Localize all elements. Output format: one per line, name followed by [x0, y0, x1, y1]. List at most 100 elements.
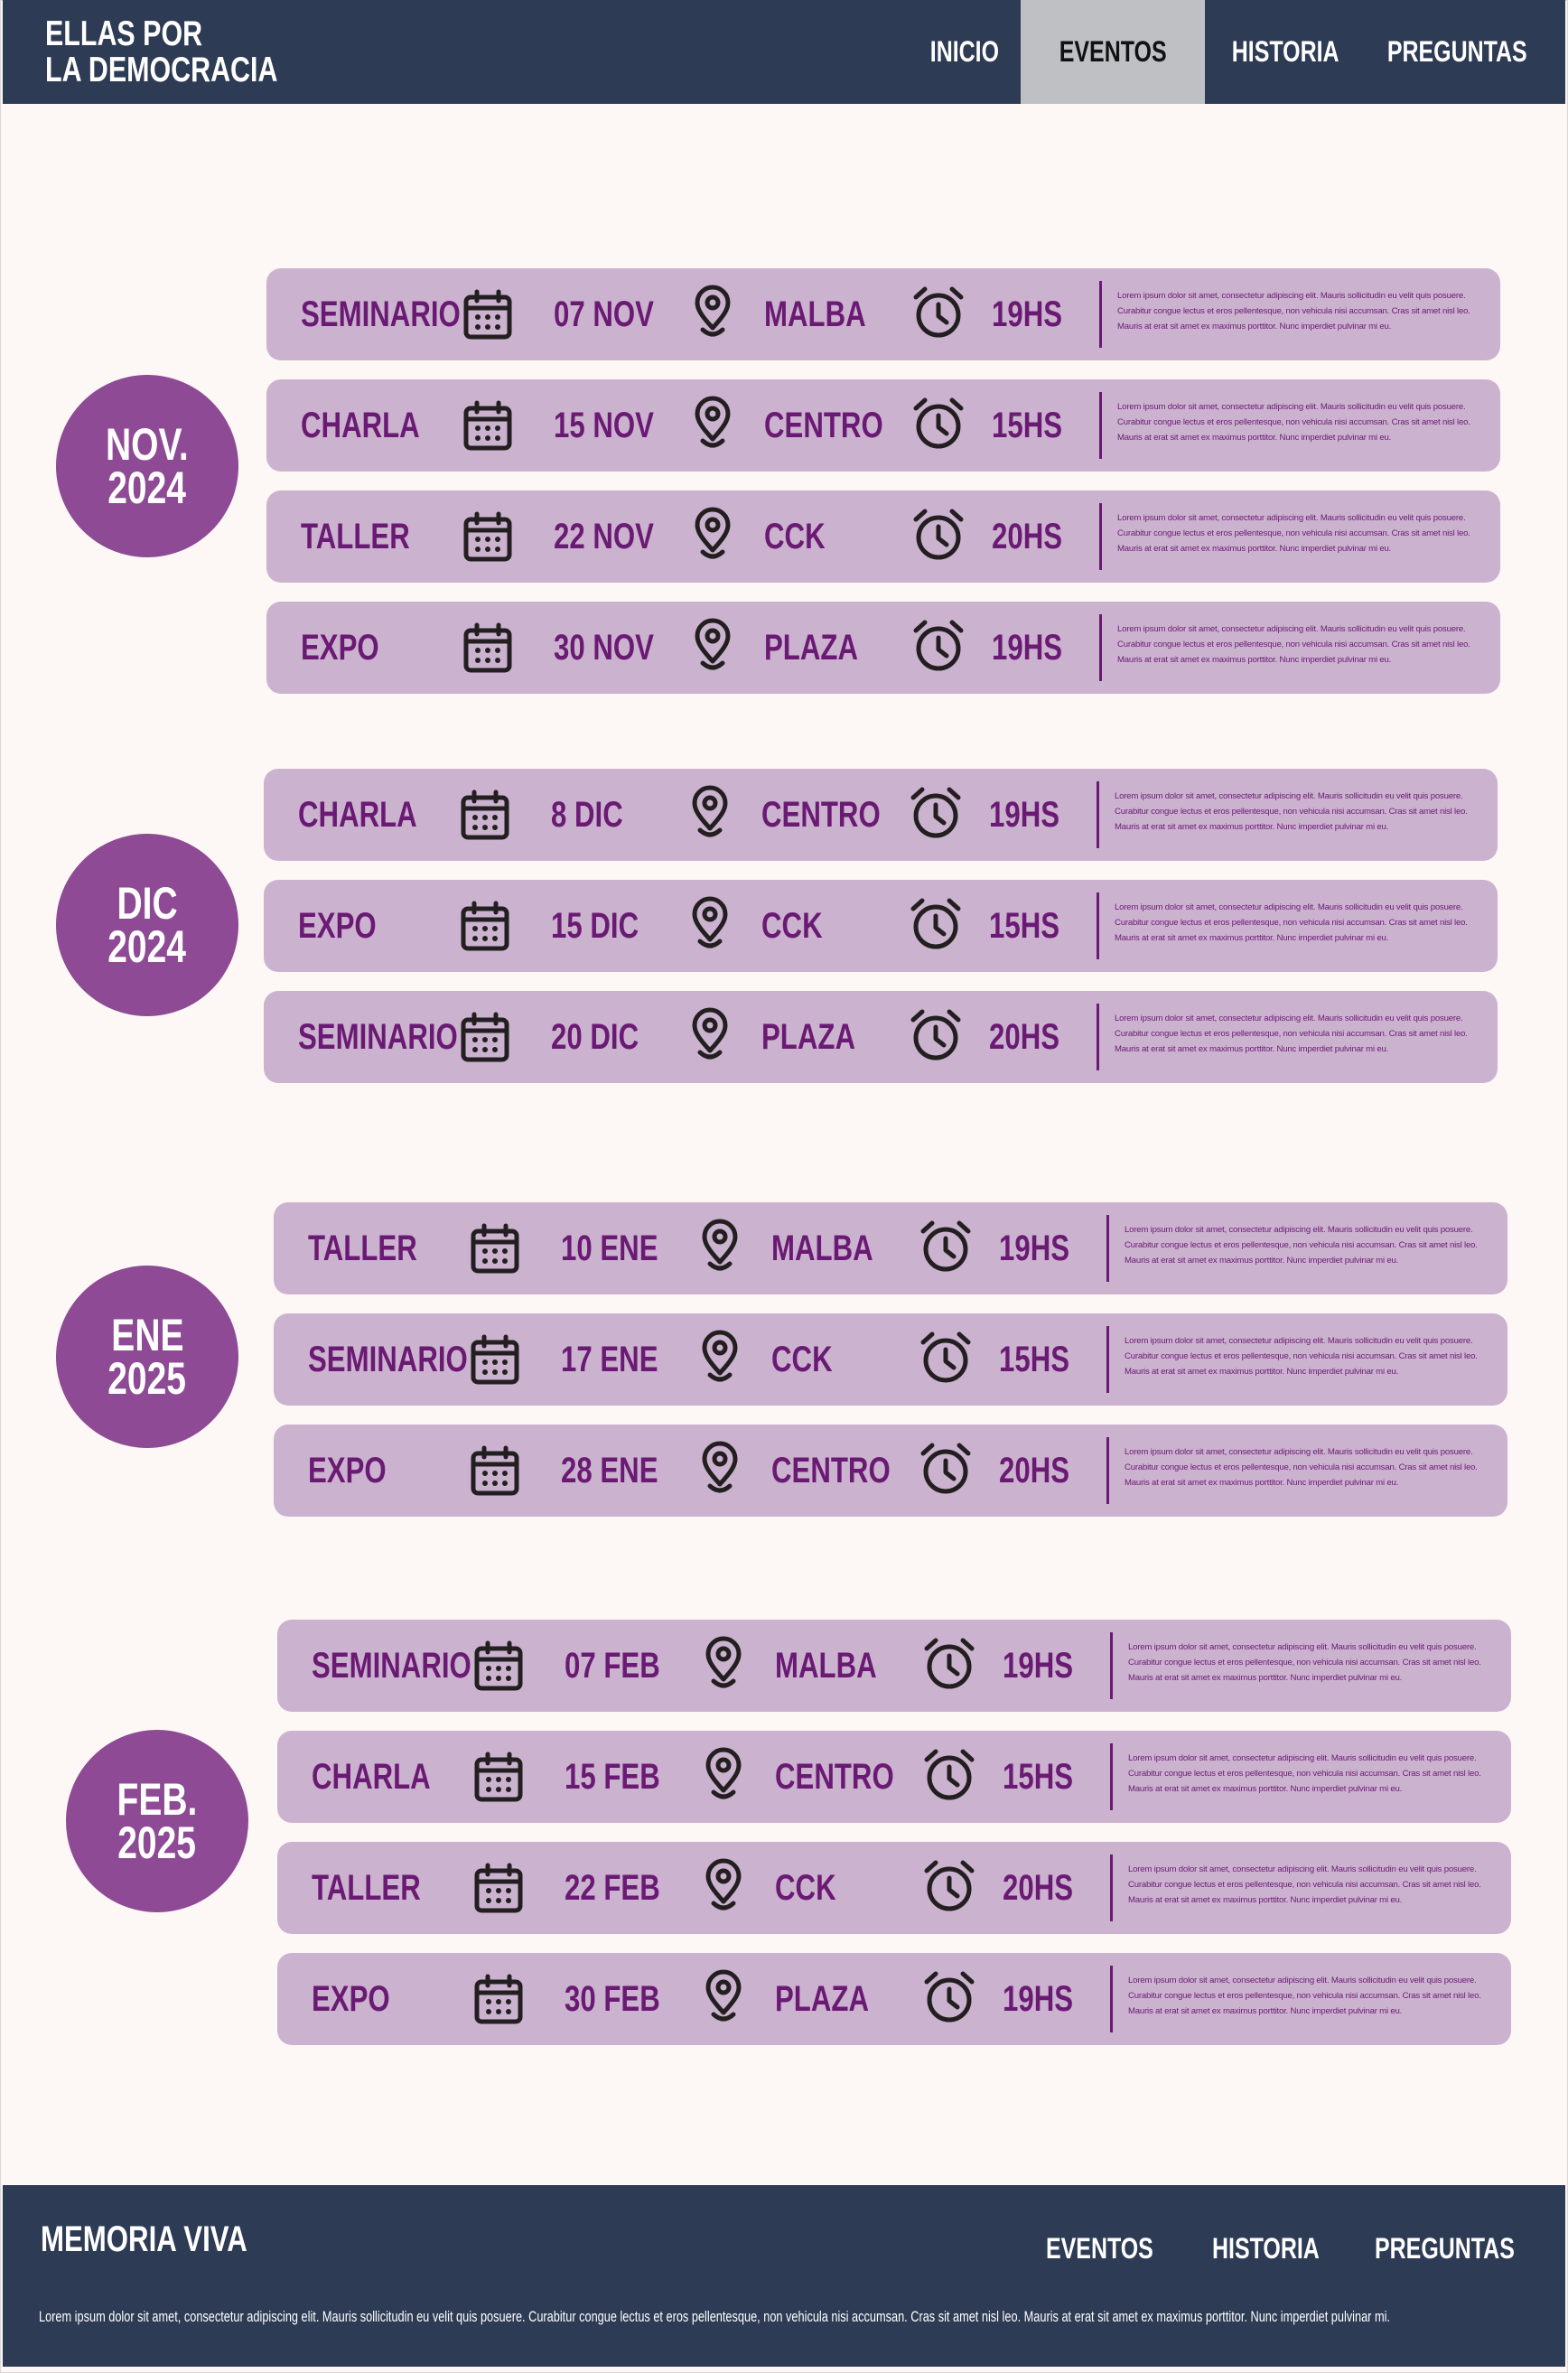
event-place-text: CENTRO	[761, 795, 881, 835]
event-date: 30 NOV	[554, 602, 682, 694]
event-type: EXPO	[298, 880, 398, 972]
event-time-text: 19HS	[999, 1229, 1070, 1268]
event-date: 20 DIC	[551, 991, 664, 1083]
month-badge: ENE 2025	[56, 1266, 238, 1448]
event-row: CHARLA 15 NOV CENTRO 15HS Lorem ipsum dolor …	[266, 379, 1500, 472]
clock-icon	[910, 1009, 961, 1060]
event-row: TALLER 22 FEB CCK 20HS Lorem ipsum dolor sit…	[277, 1842, 1511, 1934]
nav-link[interactable]: HISTORIA	[1213, 0, 1358, 104]
event-type: TALLER	[312, 1842, 452, 1934]
calendar-icon	[471, 1445, 519, 1496]
event-place: CCK	[764, 490, 843, 583]
event-place-text: CCK	[761, 906, 823, 946]
footer-link[interactable]: HISTORIA	[1212, 2232, 1349, 2266]
footer-title: MEMORIA VIVA	[41, 2219, 305, 2260]
event-date: 07 NOV	[554, 268, 682, 360]
event-time-text: 15HS	[1003, 1757, 1074, 1797]
event-description: Lorem ipsum dolor sit amet, consectetur …	[1128, 1864, 1481, 1905]
badge-year: 2024	[107, 462, 187, 513]
event-place: MALBA	[775, 1620, 905, 1712]
calendar-icon	[463, 622, 512, 673]
event-time-text: 19HS	[1003, 1979, 1074, 2019]
event-row: EXPO 15 DIC CCK 15HS Lorem ipsum dolor sit a…	[264, 880, 1498, 972]
event-date: 15 FEB	[565, 1731, 687, 1823]
event-time-text: 19HS	[992, 294, 1063, 334]
clock-icon	[924, 1749, 975, 1800]
event-date: 22 NOV	[554, 490, 682, 583]
location-icon	[695, 285, 731, 337]
event-description: Lorem ipsum dolor sit amet, consectetur …	[1125, 1336, 1478, 1377]
event-time: 20HS	[989, 991, 1079, 1083]
location-icon	[695, 507, 731, 559]
event-time: 19HS	[992, 602, 1082, 694]
event-date-text: 20 DIC	[551, 1017, 639, 1057]
event-time: 19HS	[989, 769, 1079, 861]
location-icon	[692, 785, 728, 837]
event-date: 10 ENE	[561, 1202, 686, 1294]
event-description: Lorem ipsum dolor sit amet, consectetur …	[1128, 1642, 1481, 1683]
calendar-icon	[471, 1334, 519, 1385]
event-time-text: 20HS	[992, 517, 1063, 556]
footer-link[interactable]: EVENTOS	[1046, 2232, 1183, 2266]
event-row: SEMINARIO 17 ENE CCK 15HS Lorem ipsum dolor …	[274, 1313, 1507, 1406]
event-row: SEMINARIO 07 NOV MALBA 19HS Lorem ipsum dolo…	[266, 268, 1500, 360]
divider	[1110, 1854, 1113, 1921]
event-row: CHARLA 15 FEB CENTRO 15HS Lorem ipsum dolor …	[277, 1731, 1511, 1823]
event-time: 20HS	[999, 1425, 1089, 1517]
nav-link[interactable]: PREGUNTAS	[1367, 0, 1547, 104]
event-type: TALLER	[301, 490, 441, 583]
event-row: TALLER 10 ENE MALBA 19HS Lorem ipsum dolor s…	[274, 1202, 1507, 1294]
badge-year: 2025	[107, 1353, 187, 1404]
clock-icon	[924, 1638, 975, 1689]
event-type-text: TALLER	[308, 1229, 417, 1268]
event-place: CCK	[771, 1313, 850, 1406]
calendar-icon	[474, 1640, 523, 1691]
logo-line: ELLAS POR	[45, 14, 203, 53]
footer: MEMORIA VIVA EVENTOS HISTORIA PREGUNTAS …	[3, 2185, 1565, 2367]
divider	[1106, 1326, 1109, 1393]
location-icon	[705, 1969, 742, 2022]
nav-text: EVENTOS	[1059, 35, 1167, 68]
location-icon	[705, 1747, 742, 1799]
nav-link[interactable]: INICIO	[906, 0, 1023, 104]
footer-link-text: PREGUNTAS	[1375, 2232, 1515, 2265]
event-time: 19HS	[999, 1202, 1089, 1294]
event-description: Lorem ipsum dolor sit amet, consectetur …	[1117, 513, 1470, 554]
event-type-text: CHARLA	[312, 1757, 431, 1797]
event-place: PLAZA	[761, 991, 882, 1083]
event-description: Lorem ipsum dolor sit amet, consectetur …	[1117, 402, 1470, 443]
event-date: 15 DIC	[551, 880, 664, 972]
clock-icon	[920, 1443, 971, 1494]
event-date-text: 30 NOV	[554, 628, 654, 668]
location-icon	[705, 1858, 742, 1911]
divider	[1099, 614, 1102, 681]
logo[interactable]: ELLAS POR LA DEMOCRACIA	[45, 16, 343, 89]
event-row: EXPO 28 ENE CENTRO 20HS Lorem ipsum dolor si…	[274, 1425, 1507, 1517]
event-time-text: 19HS	[989, 795, 1060, 835]
event-time-text: 20HS	[999, 1451, 1070, 1490]
location-icon	[702, 1441, 738, 1493]
event-description: Lorem ipsum dolor sit amet, consectetur …	[1125, 1447, 1478, 1488]
event-description: Lorem ipsum dolor sit amet, consectetur …	[1128, 1753, 1481, 1794]
event-time: 15HS	[992, 379, 1082, 472]
calendar-icon	[463, 511, 512, 562]
calendar-icon	[474, 1974, 523, 2024]
event-place-text: CENTRO	[771, 1451, 891, 1490]
nav-text: PREGUNTAS	[1386, 35, 1527, 68]
location-icon	[692, 1007, 728, 1060]
event-type: SEMINARIO	[298, 991, 503, 1083]
location-icon	[692, 896, 728, 948]
clock-icon	[920, 1331, 971, 1383]
clock-icon	[913, 509, 964, 560]
event-time: 15HS	[1003, 1731, 1093, 1823]
footer-link[interactable]: PREGUNTAS	[1375, 2232, 1554, 2266]
event-date-text: 07 NOV	[554, 294, 654, 334]
nav-link-active[interactable]: EVENTOS	[1021, 0, 1205, 104]
event-type: EXPO	[312, 1953, 412, 2045]
clock-icon	[913, 286, 964, 338]
event-time: 19HS	[1003, 1953, 1093, 2045]
event-type-text: SEMINARIO	[301, 294, 461, 334]
event-place: CENTRO	[771, 1425, 924, 1517]
event-description: Lorem ipsum dolor sit amet, consectetur …	[1117, 291, 1470, 332]
